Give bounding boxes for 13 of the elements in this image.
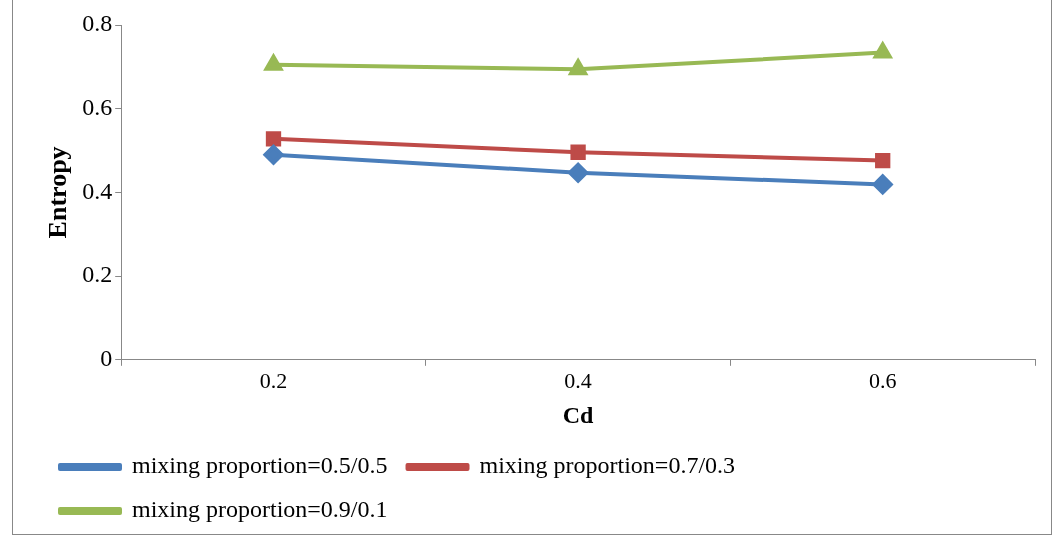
legend-label: mixing proportion=0.9/0.1	[132, 496, 388, 523]
y-tick-label: 0	[100, 345, 113, 372]
y-tick-label: 0.2	[82, 261, 113, 288]
legend-label: mixing proportion=0.5/0.5	[132, 452, 388, 479]
x-tick-label: 0.6	[868, 367, 897, 393]
y-tick-label: 0.4	[82, 177, 113, 204]
x-tick-label: 0.4	[564, 367, 592, 393]
y-tick-label: 0.6	[82, 94, 113, 120]
legend-label: mixing proportion=0.7/0.3	[479, 452, 736, 479]
y-axis-title: Entropy	[43, 146, 73, 239]
x-tick-label: 0.2	[259, 367, 288, 393]
x-axis-title: Cd	[562, 401, 595, 428]
y-tick-label: 0.8	[82, 10, 113, 37]
